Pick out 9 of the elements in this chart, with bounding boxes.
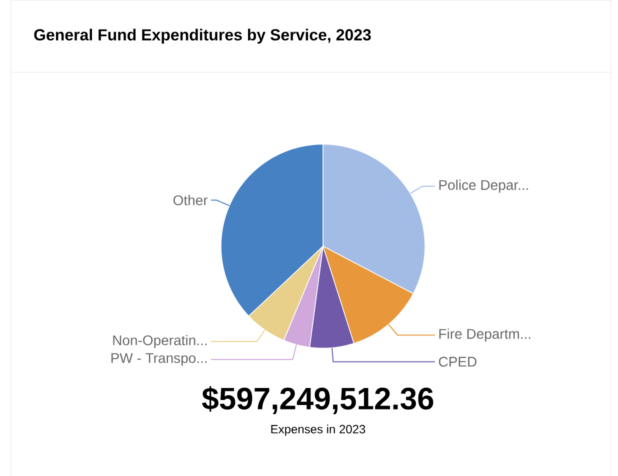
- slice-label: Fire Departm...: [439, 328, 530, 342]
- text: Expenses in 2023: [271, 424, 366, 436]
- text: $597,249,512.36: [202, 386, 434, 414]
- slice-label: Police Depar...: [439, 179, 528, 193]
- slice-label: CPED: [438, 356, 476, 367]
- slice-label: Other: [173, 194, 208, 206]
- chart-title: General Fund Expenditures by Service, 2023: [34, 28, 371, 44]
- slice-label: PW - Transpo...: [111, 353, 207, 366]
- slice-label: Non-Operatin...: [113, 334, 207, 348]
